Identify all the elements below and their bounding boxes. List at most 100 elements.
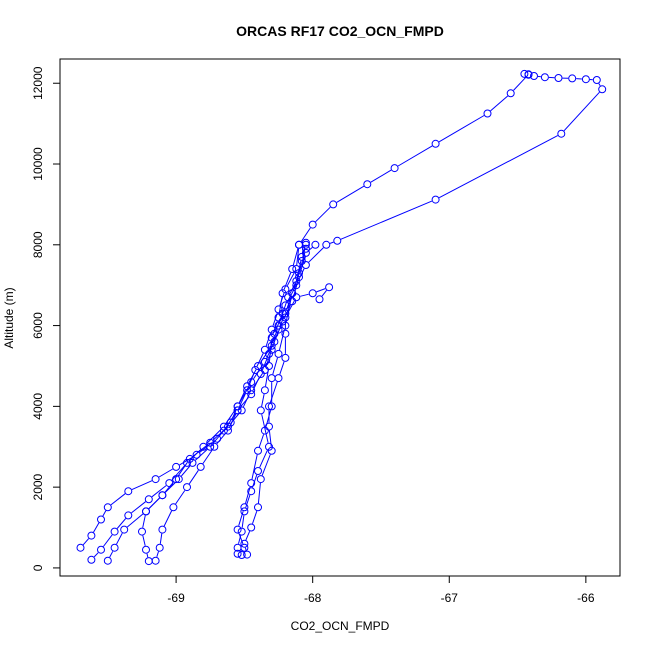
data-point bbox=[243, 382, 252, 391]
data-series bbox=[138, 238, 310, 566]
data-point bbox=[265, 402, 273, 411]
data-point bbox=[110, 543, 119, 552]
data-point bbox=[254, 362, 262, 370]
data-point bbox=[260, 366, 269, 374]
data-point bbox=[110, 527, 119, 536]
x-tick-label: -66 bbox=[577, 591, 595, 605]
data-point bbox=[265, 422, 273, 431]
data-point bbox=[247, 479, 256, 488]
data-point bbox=[568, 74, 577, 83]
data-point bbox=[206, 442, 215, 451]
data-point bbox=[233, 543, 242, 552]
x-tick-label: -67 bbox=[441, 591, 459, 605]
data-point bbox=[281, 329, 290, 338]
data-point bbox=[210, 442, 219, 451]
data-point bbox=[281, 313, 290, 322]
data-point bbox=[144, 495, 153, 504]
x-axis: -69 -68 -67 -66 bbox=[167, 576, 595, 605]
data-point bbox=[292, 265, 301, 273]
data-point bbox=[281, 309, 290, 318]
data-point bbox=[581, 75, 590, 84]
data-point bbox=[308, 220, 317, 229]
data-point bbox=[251, 366, 260, 374]
data-point bbox=[97, 545, 105, 554]
data-series bbox=[240, 283, 334, 559]
data-point bbox=[256, 370, 265, 378]
data-point bbox=[301, 244, 310, 253]
data-point bbox=[295, 240, 303, 249]
y-tick-label: 8000 bbox=[31, 231, 45, 258]
data-point bbox=[155, 543, 164, 552]
data-point bbox=[247, 523, 256, 532]
data-point bbox=[308, 289, 317, 298]
data-point bbox=[260, 386, 269, 395]
x-tick-label: -69 bbox=[167, 591, 185, 605]
data-point bbox=[174, 475, 183, 484]
data-point bbox=[483, 109, 492, 118]
x-axis-label: CO2_OCN_FMPD bbox=[291, 619, 390, 633]
series-line bbox=[82, 247, 313, 546]
data-point bbox=[267, 446, 276, 455]
data-point bbox=[288, 297, 297, 306]
y-tick-label: 0 bbox=[31, 564, 45, 571]
series-line bbox=[156, 248, 300, 557]
series-line bbox=[244, 288, 327, 551]
data-point bbox=[237, 551, 246, 559]
data-point bbox=[267, 402, 276, 411]
chart-title: ORCAS RF17 CO2_OCN_FMPD bbox=[236, 23, 444, 39]
data-point bbox=[292, 293, 301, 302]
data-point bbox=[281, 353, 290, 362]
data-point bbox=[183, 483, 191, 492]
data-point bbox=[281, 301, 290, 310]
data-point bbox=[431, 139, 440, 148]
data-series bbox=[87, 240, 310, 564]
data-point bbox=[265, 349, 273, 358]
data-point bbox=[265, 362, 273, 370]
data-point bbox=[233, 406, 242, 415]
data-point bbox=[240, 507, 249, 516]
data-point bbox=[192, 450, 201, 459]
data-point bbox=[240, 503, 249, 512]
data-point bbox=[260, 345, 269, 354]
data-point bbox=[237, 406, 246, 415]
data-point bbox=[592, 76, 601, 84]
data-point bbox=[76, 543, 85, 552]
data-point bbox=[315, 295, 324, 304]
data-point bbox=[233, 549, 242, 558]
data-point bbox=[224, 426, 232, 435]
data-point bbox=[237, 527, 246, 536]
y-tick-label: 2000 bbox=[31, 473, 45, 500]
data-point bbox=[297, 252, 306, 261]
data-point bbox=[124, 487, 133, 496]
data-point bbox=[243, 386, 252, 395]
data-point bbox=[520, 69, 529, 78]
y-axis-label: Altitude (m) bbox=[2, 287, 16, 348]
data-point bbox=[270, 329, 279, 338]
data-point bbox=[311, 240, 320, 249]
data-point bbox=[254, 467, 262, 475]
data-point bbox=[274, 374, 283, 383]
y-tick-label: 10000 bbox=[31, 147, 45, 181]
series-line bbox=[142, 246, 306, 558]
data-point bbox=[224, 422, 232, 431]
data-series bbox=[151, 240, 303, 565]
data-point bbox=[301, 248, 310, 257]
data-point bbox=[138, 527, 146, 536]
data-point bbox=[247, 390, 256, 399]
data-point bbox=[530, 72, 538, 80]
data-point bbox=[274, 349, 283, 358]
data-point bbox=[172, 462, 181, 471]
y-axis: 0 2000 4000 6000 8000 10000 12000 bbox=[31, 66, 60, 571]
data-point bbox=[557, 129, 566, 138]
data-point bbox=[256, 475, 265, 484]
data-point bbox=[329, 200, 338, 209]
data-point bbox=[265, 442, 273, 451]
data-point bbox=[142, 545, 150, 554]
data-point bbox=[120, 525, 129, 534]
data-point bbox=[274, 321, 283, 330]
data-point bbox=[254, 503, 262, 512]
data-point bbox=[540, 73, 549, 82]
data-point bbox=[124, 511, 133, 520]
data-point bbox=[169, 503, 178, 512]
